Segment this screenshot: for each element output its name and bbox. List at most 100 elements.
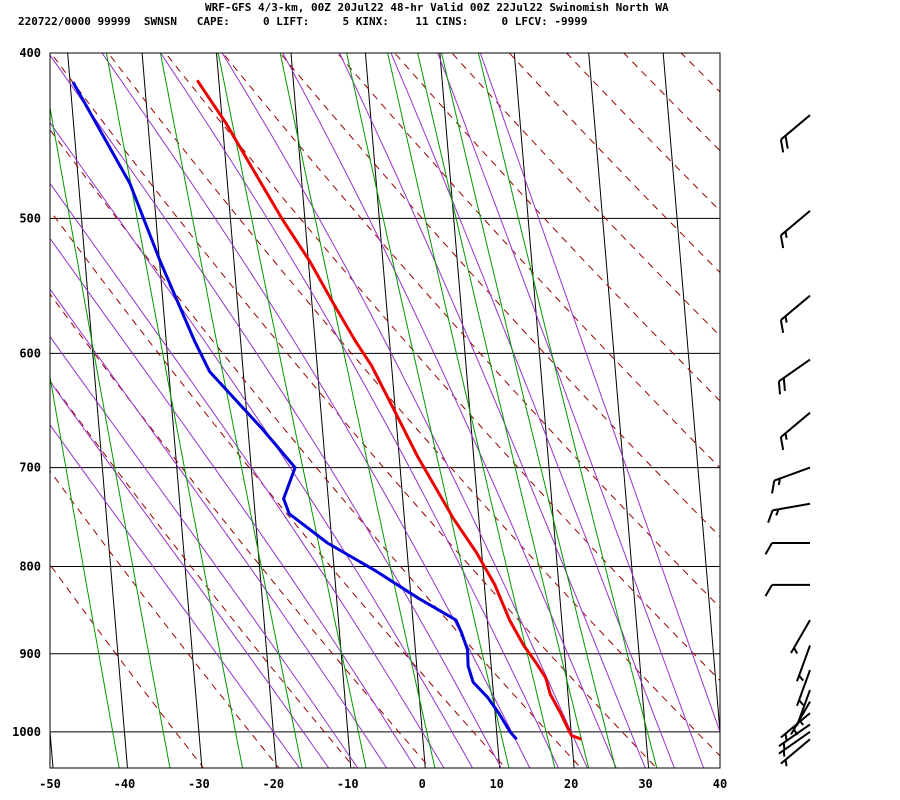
sounding-profiles (71, 79, 582, 741)
wind-barb-half-flag (798, 699, 804, 706)
moist-adiabat-line (437, 53, 705, 768)
pressure-tick-label: 800 (19, 560, 41, 574)
temperature-tick-label: -30 (188, 777, 210, 791)
moist-adiabat-line (50, 288, 388, 768)
temperature-tick-label: -40 (114, 777, 136, 791)
wind-barb-shaft (778, 723, 811, 748)
mixing-ratio-line (346, 53, 510, 768)
plot-frame (49, 52, 721, 769)
wind-barb-shaft (796, 645, 811, 682)
wind-barb-shaft (790, 619, 811, 654)
moist-adiabat-line (50, 182, 445, 768)
moist-adiabat-line (282, 53, 617, 768)
moist-adiabat-line (50, 54, 502, 768)
axis-labels: 400 500 600 700 800 900 1000 -50 -40 -30 -20 -10 0 10… (12, 46, 727, 791)
isotherm-line (513, 53, 575, 768)
wind-barb-flag (771, 480, 776, 494)
mixing-ratio-line (441, 53, 616, 768)
wind-barb-shaft (780, 738, 811, 765)
wind-barb (796, 645, 811, 682)
pressure-tick-label: 400 (19, 46, 41, 60)
wind-barb-half-flag (784, 733, 788, 741)
wind-barb-flag (779, 436, 785, 451)
wind-barb (777, 358, 811, 395)
dry-adiabat-line (50, 563, 205, 768)
wind-barb (779, 210, 811, 249)
wind-barb-flag (764, 542, 773, 555)
moist-adiabat-line (479, 53, 720, 734)
wind-barb-half-flag (784, 316, 788, 323)
wind-barb (771, 466, 811, 494)
dry-adiabat-line (107, 53, 720, 757)
temperature-tick-label: -20 (262, 777, 284, 791)
mixing-ratio-line (279, 53, 436, 768)
temperature-tick-label: 30 (638, 777, 652, 791)
wind-barb (764, 583, 810, 597)
dry-adiabat-line (50, 293, 431, 768)
mixing-ratio-line (417, 53, 590, 768)
dry-adiabat-line (394, 53, 720, 402)
wind-barb-flag (777, 381, 782, 395)
sounding-indices: 220722/0000 99999 SWNSN CAPE: 0 LIFT: 5 … (18, 15, 588, 28)
moist-adiabat-line (50, 380, 330, 768)
wind-barb-half-flag (793, 647, 799, 654)
wind-barb-flag (784, 135, 789, 149)
dry-adiabat-line (700, 15, 900, 775)
chart-header: WRF-GFS 4/3-km, 00Z 20Jul22 48-hr Valid … (0, 0, 900, 32)
temperature-tick-label: 0 (419, 777, 426, 791)
temperature-profile-line (195, 79, 582, 741)
wind-barb-half-flag (777, 478, 781, 486)
wind-barb-shaft (778, 358, 811, 383)
wind-barb-shaft (778, 731, 811, 755)
pressure-tick-label: 500 (19, 211, 41, 225)
moist-adiabat-line (50, 423, 301, 768)
isotherm-line (439, 53, 501, 768)
pressure-tick-label: 900 (19, 647, 41, 661)
mixing-ratio-line (50, 374, 120, 768)
isotherm-line (290, 53, 352, 768)
temperature-tick-label: 10 (489, 777, 503, 791)
wind-barb-flag (779, 235, 785, 249)
wind-barb-half-flag (784, 231, 788, 239)
mixing-ratio-line (50, 104, 171, 768)
moist-adiabat-line (390, 53, 675, 768)
moist-adiabat-line (159, 53, 560, 768)
wind-barb (764, 542, 810, 555)
wind-barb (778, 731, 811, 757)
wind-barb (796, 689, 811, 726)
wind-barb-half-flag (775, 508, 780, 516)
wind-barb (780, 738, 811, 767)
dry-adiabat-line (50, 380, 356, 768)
temperature-tick-label: 40 (713, 777, 727, 791)
moist-adiabat-line (338, 53, 646, 768)
wind-barb (778, 723, 811, 750)
dry-adiabat-line (565, 53, 720, 212)
wind-barb-shaft (780, 294, 811, 321)
isotherm-line (588, 53, 650, 768)
wind-barb-half-flag (782, 750, 786, 757)
dry-adiabat-line (50, 128, 582, 768)
chart-title: WRF-GFS 4/3-km, 00Z 20Jul22 48-hr Valid … (205, 1, 669, 14)
dewpoint-profile-line (71, 81, 518, 741)
moist-adiabat-line (101, 53, 531, 768)
dry-adiabat-line (50, 470, 280, 768)
dry-adiabat-line (508, 53, 720, 274)
wind-barb-shaft (796, 689, 811, 726)
wind-barb-flag (767, 510, 774, 523)
wind-barb-flag (779, 319, 785, 334)
wind-barb-shaft (796, 669, 811, 707)
wind-barb (779, 114, 811, 153)
moist-adiabat-line (50, 335, 359, 768)
wind-barb-flag (779, 139, 785, 153)
wind-barb-half-flag (784, 433, 788, 440)
wind-barb-shaft (780, 114, 811, 141)
wind-barb-flag (782, 377, 786, 391)
moist-adiabat-line (50, 237, 416, 768)
wind-barb-flag (764, 584, 773, 597)
mixing-ratio-line (387, 53, 556, 768)
wind-barb-half-flag (793, 728, 799, 736)
wind-barbs (764, 114, 811, 767)
dry-adiabat-line (680, 53, 720, 93)
dry-adiabat-line (451, 53, 720, 337)
